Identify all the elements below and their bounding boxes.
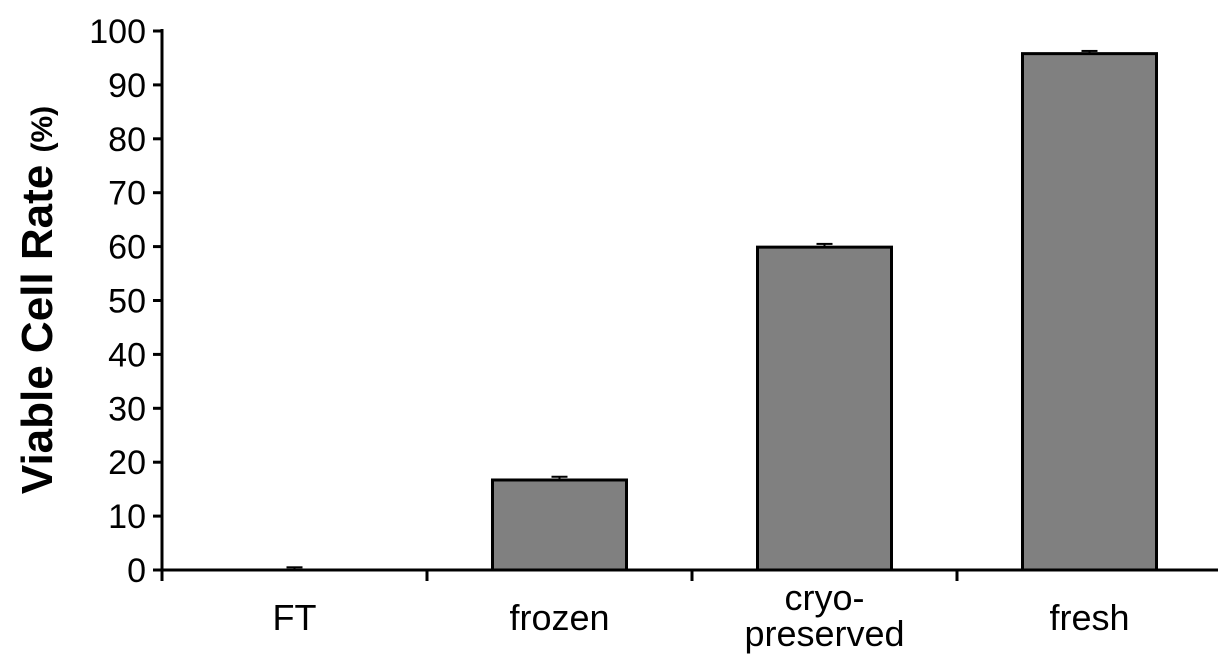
y-tick-label: 40 [108,336,146,374]
y-axis-title: Viable Cell Rate (%) [13,106,62,494]
bar [491,478,628,572]
x-tick-label: fresh [1049,597,1129,638]
x-tick-label: frozen [509,597,609,638]
x-tick-label: FT [273,597,317,638]
y-tick-label: 70 [108,175,146,213]
bars-group [491,52,1158,572]
bar [756,245,893,572]
y-tick-label: 0 [127,552,146,590]
y-axis-title-group: Viable Cell Rate (%) [13,106,62,494]
axes-group [160,29,1218,581]
y-tick-label: 30 [108,390,146,428]
y-axis-title-main: Viable Cell Rate [13,165,62,494]
x-tick-label: cryo- [785,577,865,618]
y-tick-label: 80 [108,121,146,159]
y-axis-ticks: 0 10 20 30 40 50 60 70 80 90 100 [89,13,162,590]
y-tick-label: 50 [108,283,146,321]
bar [1021,52,1158,572]
y-tick-label: 100 [89,13,146,51]
error-bars-group [286,49,1098,570]
x-tick-label: preserved [744,613,904,654]
y-tick-label: 20 [108,444,146,482]
y-tick-label: 10 [108,498,146,536]
y-tick-label: 90 [108,67,146,105]
y-tick-label: 60 [108,229,146,267]
y-axis-title-unit: (%) [26,106,59,153]
x-axis-labels: FT frozen cryo-preserved fresh [273,577,1130,654]
